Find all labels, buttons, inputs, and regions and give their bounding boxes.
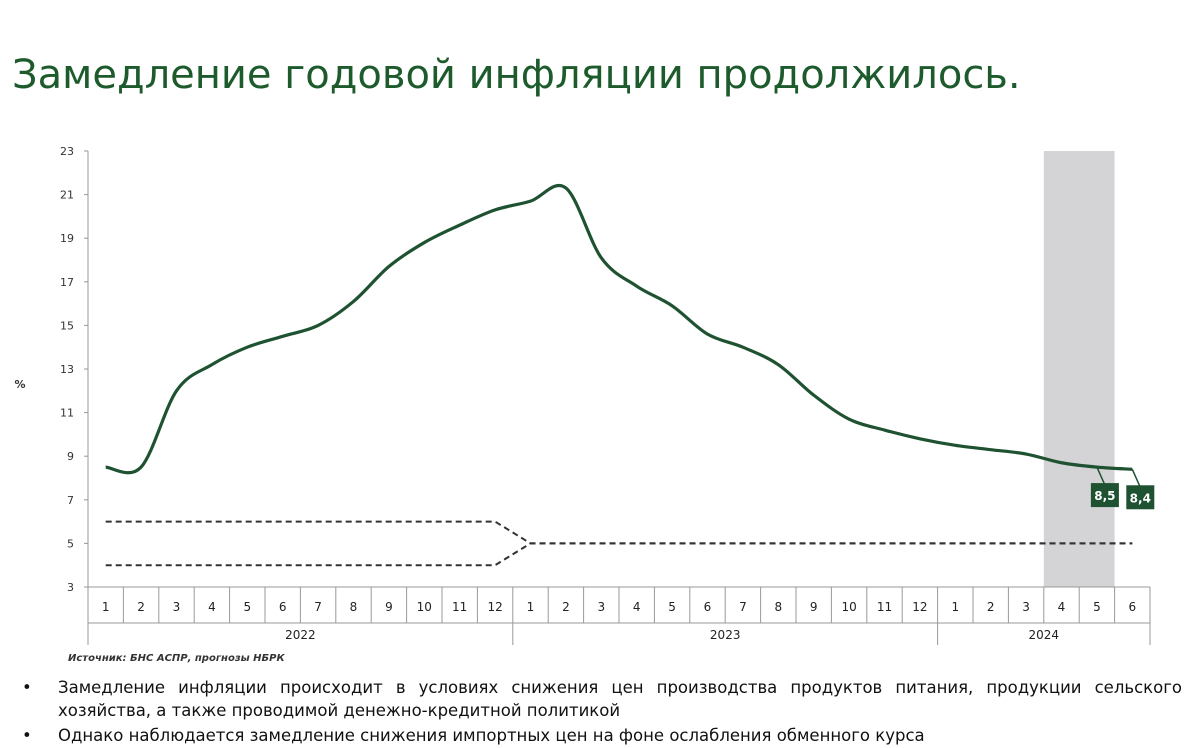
bullet: • Однако наблюдается замедление снижения … [22, 724, 1182, 747]
x-tick-label: 7 [739, 600, 747, 614]
x-tick-label: 9 [810, 600, 818, 614]
x-group-label: 2022 [285, 628, 316, 642]
x-tick-label: 6 [704, 600, 712, 614]
x-tick-label: 9 [385, 600, 393, 614]
chart: Замедление годовой инфляции продолжилось… [12, 52, 1155, 664]
y-tick-label: 17 [60, 276, 74, 289]
x-tick-label: 2 [562, 600, 570, 614]
y-tick-label: 13 [60, 363, 74, 376]
value-label-box [1126, 485, 1155, 510]
y-tick-label: 7 [67, 494, 74, 507]
x-tick-label: 3 [173, 600, 181, 614]
x-tick-label: 4 [208, 600, 216, 614]
x-tick-label: 12 [912, 600, 927, 614]
target-line [105, 542, 1133, 567]
y-tick-label: 3 [67, 581, 74, 594]
chart-title: Замедление годовой инфляции продолжилось… [12, 52, 1021, 98]
inflation-line [105, 184, 1133, 475]
x-tick-label: 2 [137, 600, 145, 614]
forecast-shade [1043, 151, 1115, 587]
x-tick-label: 7 [314, 600, 322, 614]
x-tick-label: 10 [841, 600, 856, 614]
y-tick-label: 15 [60, 319, 74, 332]
x-tick-label: 8 [350, 600, 358, 614]
x-tick-label: 6 [279, 600, 287, 614]
y-tick-label: 21 [60, 189, 74, 202]
x-tick-label: 3 [1022, 600, 1030, 614]
x-group-label: 2023 [710, 628, 741, 642]
y-tick-label: 11 [60, 407, 74, 420]
x-tick-label: 11 [877, 600, 892, 614]
x-tick-label: 2 [987, 600, 995, 614]
x-tick-label: 5 [1093, 600, 1101, 614]
value-label: 8,4 [1130, 491, 1151, 505]
y-tick-label: 5 [67, 537, 74, 550]
y-tick-label: 23 [60, 145, 74, 158]
label-leader [1131, 468, 1141, 488]
x-tick-label: 6 [1128, 600, 1136, 614]
x-tick-label: 1 [527, 600, 535, 614]
x-tick-label: 12 [487, 600, 502, 614]
y-axis-label: % [14, 378, 25, 391]
source-note: Источник: БНС АСПР, прогнозы НБРК [68, 653, 285, 664]
y-tick-label: 9 [67, 450, 74, 463]
y-tick-label: 19 [60, 232, 74, 245]
x-tick-label: 8 [774, 600, 782, 614]
x-tick-label: 4 [1058, 600, 1066, 614]
x-tick-label: 1 [951, 600, 959, 614]
x-tick-label: 4 [633, 600, 641, 614]
bullet-text: Замедление инфляции происходит в условия… [58, 678, 1182, 720]
bullet: • Замедление инфляции происходит в услови… [22, 678, 1182, 720]
x-tick-label: 5 [668, 600, 676, 614]
bullet-text: Однако наблюдается замедление снижения и… [58, 726, 925, 745]
target-line [105, 520, 1133, 545]
x-tick-label: 3 [597, 600, 605, 614]
x-tick-label: 11 [452, 600, 467, 614]
x-tick-label: 10 [417, 600, 432, 614]
x-tick-label: 5 [243, 600, 251, 614]
value-label: 8,5 [1094, 489, 1115, 503]
x-tick-label: 1 [102, 600, 110, 614]
value-label-box [1090, 483, 1119, 508]
x-group-label: 2024 [1029, 628, 1060, 642]
label-leader [1096, 466, 1106, 486]
